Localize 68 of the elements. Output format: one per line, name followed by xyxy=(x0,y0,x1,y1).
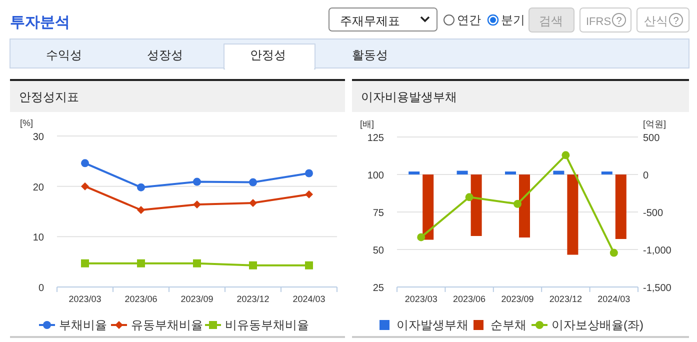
x-tick-label: 2023/06 xyxy=(453,294,486,304)
y2-tick-label: -500 xyxy=(643,208,664,219)
legend-label: 이자발생부채 xyxy=(396,318,468,332)
point xyxy=(81,159,89,168)
legend-label: 유동부채비율 xyxy=(131,318,203,332)
point xyxy=(249,198,257,207)
point xyxy=(305,169,313,178)
text: 안정성 xyxy=(250,48,286,62)
legend-label: 순부채 xyxy=(490,318,526,332)
legend-label: 부채비율 xyxy=(59,318,107,332)
y-tick-label: 0 xyxy=(38,283,44,294)
text: 분기 xyxy=(501,13,525,27)
point xyxy=(562,151,570,160)
y2-tick-label: 500 xyxy=(643,133,660,144)
y2-tick-label: 0 xyxy=(643,170,649,182)
text: ? xyxy=(616,16,622,27)
x-tick-label: 2023/03 xyxy=(404,294,438,304)
x-tick-label: 2024/03 xyxy=(292,294,326,304)
point xyxy=(193,178,201,186)
text: ? xyxy=(673,16,680,27)
y2-tick-label: -1,500 xyxy=(643,283,672,294)
point xyxy=(465,193,474,202)
point xyxy=(417,233,426,242)
point xyxy=(81,259,89,268)
x-tick-label: 2023/06 xyxy=(124,294,158,304)
x-tick-label: 2023/09 xyxy=(501,294,534,304)
text: IFRS xyxy=(586,16,612,28)
y-axis-title: [배] xyxy=(360,119,374,129)
point xyxy=(137,206,145,214)
y-tick-label: 50 xyxy=(372,246,384,256)
text: 주재무제표 xyxy=(340,14,400,28)
point xyxy=(305,190,313,198)
point xyxy=(610,248,618,257)
y2-tick-label: -1,000 xyxy=(643,246,672,256)
y-tick-label: 75 xyxy=(372,208,384,219)
point xyxy=(81,182,89,190)
text: 검색 xyxy=(539,14,563,28)
text: 활동성 xyxy=(352,48,388,62)
text: 투자분석 xyxy=(10,14,70,31)
text: 산식 xyxy=(644,14,668,28)
point xyxy=(193,200,201,208)
point xyxy=(305,261,313,270)
point xyxy=(249,261,257,270)
x-tick-label: 2024/03 xyxy=(598,294,630,304)
x-tick-label: 2023/12 xyxy=(549,294,582,304)
x-tick-label: 2023/03 xyxy=(68,294,102,304)
y-axis-title: [%] xyxy=(20,118,34,128)
y-tick-label: 125 xyxy=(367,133,384,144)
x-tick-label: 2023/09 xyxy=(180,294,214,304)
point xyxy=(193,259,201,268)
legend-label: 비유동부채비율 xyxy=(225,318,309,332)
y-tick-label: 30 xyxy=(32,132,44,143)
point xyxy=(137,183,145,192)
point xyxy=(249,178,257,186)
y-tick-label: 20 xyxy=(32,182,44,194)
chart-title: 이자비용발생부채 xyxy=(361,90,457,104)
y2-axis-title: [억원] xyxy=(643,119,666,129)
x-tick-label: 2023/12 xyxy=(236,294,270,304)
y-tick-label: 100 xyxy=(367,170,384,182)
legend-label: 이자보상배율(좌) xyxy=(552,318,644,332)
text: 성장성 xyxy=(147,48,183,62)
point xyxy=(514,200,522,208)
point xyxy=(137,259,145,268)
text: 연간 xyxy=(457,13,481,27)
y-tick-label: 25 xyxy=(372,283,384,294)
text: 수익성 xyxy=(46,48,82,62)
y-tick-label: 10 xyxy=(32,232,44,244)
chart-title: 안정성지표 xyxy=(19,90,79,104)
